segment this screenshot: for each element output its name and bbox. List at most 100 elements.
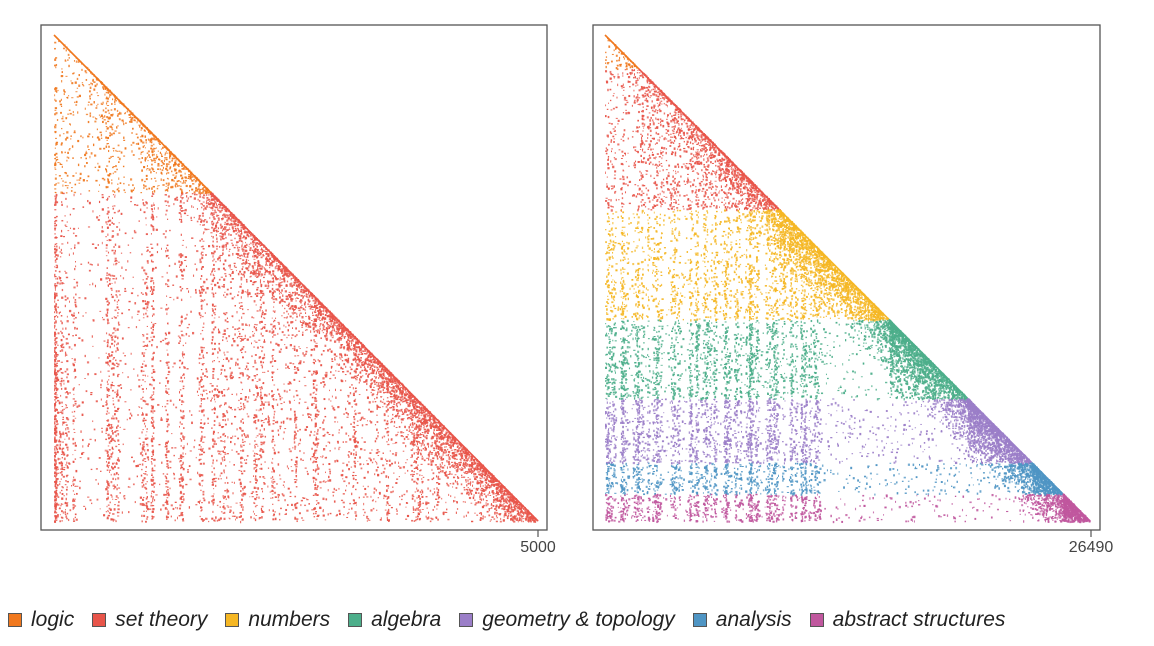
matrix-cell [60,361,63,363]
matrix-cell [117,336,119,340]
matrix-cell [182,456,185,458]
matrix-cell [456,482,459,486]
matrix-cell [240,402,242,405]
matrix-cell [396,510,398,512]
matrix-cell [355,349,358,351]
matrix-cell [65,509,66,511]
matrix-cell [106,516,109,519]
matrix-cell [469,489,471,491]
matrix-cell [72,232,75,235]
matrix-cell [231,217,233,220]
matrix-cell [258,273,261,276]
matrix-cell [286,336,288,339]
matrix-cell [271,328,273,331]
matrix-cell [447,454,449,457]
matrix-cell [395,396,397,399]
matrix-cell [236,428,238,431]
matrix-cell [383,497,385,500]
matrix-cell [106,357,110,359]
matrix-cell [428,445,429,448]
matrix-cell [61,492,64,495]
matrix-cell [240,461,242,464]
matrix-cell [242,266,244,268]
matrix-cell [145,224,147,226]
matrix-cell [154,323,157,325]
matrix-cell [368,408,370,411]
matrix-cell [162,146,164,149]
matrix-cell [490,507,492,510]
matrix-cell [348,342,350,345]
matrix-cell [146,456,150,459]
matrix-cell [73,493,76,495]
matrix-cell [240,520,242,524]
matrix-cell [406,514,410,518]
matrix-cell [424,446,426,449]
matrix-cell [218,360,220,363]
matrix-cell [179,266,181,268]
matrix-cell [98,184,101,186]
matrix-cell [221,285,224,287]
matrix-cell [66,315,68,318]
matrix-cell [238,327,241,330]
matrix-cell [236,393,238,396]
matrix-cell [72,208,75,210]
matrix-cell [140,153,142,155]
matrix-cell [151,344,153,347]
matrix-cell [56,365,59,367]
matrix-cell [59,520,62,523]
matrix-cell [238,408,241,411]
matrix-cell [344,374,347,376]
matrix-cell [213,473,216,476]
matrix-cell [272,394,274,397]
matrix-cell [422,502,424,505]
matrix-cell [220,478,222,480]
matrix-cell [152,412,154,414]
matrix-cell [66,454,69,457]
matrix-cell [165,182,168,185]
matrix-cell [456,481,458,484]
matrix-cell [252,236,254,239]
matrix-cell [405,410,407,412]
matrix-cell [154,139,157,141]
matrix-cell [203,208,205,211]
matrix-cell [202,364,204,366]
matrix-cell [356,355,359,359]
matrix-cell [253,332,255,334]
matrix-cell [90,152,93,155]
matrix-cell [55,302,57,305]
matrix-cell [151,417,153,420]
matrix-cell [422,476,425,478]
matrix-cell [54,125,56,127]
matrix-cell [180,322,183,325]
matrix-cell [449,483,452,485]
matrix-cell [256,273,259,275]
matrix-cell [376,404,378,407]
matrix-cell [139,208,142,212]
matrix-cell [262,422,265,424]
matrix-cell [212,374,215,376]
matrix-cell [275,284,278,286]
matrix-cell [522,508,525,510]
matrix-cell [324,374,328,378]
matrix-cell [54,332,56,335]
matrix-cell [156,155,159,158]
matrix-cell [252,417,256,419]
matrix-cell [183,436,186,438]
matrix-cell [180,185,182,188]
matrix-cell [222,415,225,417]
matrix-cell [333,421,337,423]
matrix-cell [299,299,302,301]
matrix-cell [387,380,389,383]
matrix-cell [179,389,182,391]
matrix-cell [405,411,407,413]
matrix-cell [216,237,218,240]
matrix-cell [282,271,284,274]
matrix-cell [55,445,57,448]
matrix-cell [368,457,371,459]
matrix-cell [58,507,61,509]
matrix-cell [415,425,417,428]
matrix-cell [111,446,114,450]
matrix-cell [463,515,465,518]
matrix-cell [402,450,405,452]
matrix-cell [145,374,146,377]
